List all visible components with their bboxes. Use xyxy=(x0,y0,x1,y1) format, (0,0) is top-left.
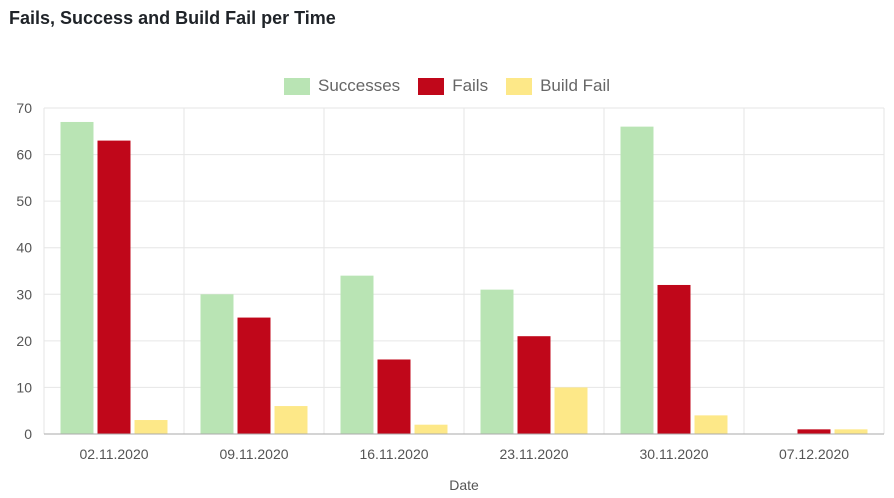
bar-fails xyxy=(657,284,691,434)
legend-item-build-fail[interactable]: Build Fail xyxy=(506,76,610,96)
chart-title: Fails, Success and Build Fail per Time xyxy=(9,8,336,28)
legend-label-fails: Fails xyxy=(452,76,489,95)
legend-swatch-successes xyxy=(283,77,310,95)
chart-legend: Successes Fails Build Fail xyxy=(0,76,894,96)
y-tick-label: 40 xyxy=(16,240,32,256)
bar-build-fail xyxy=(694,415,728,434)
x-axis-title: Date xyxy=(449,477,479,493)
y-tick-label: 0 xyxy=(24,426,32,442)
bar-build-fail xyxy=(414,424,448,434)
y-tick-label: 30 xyxy=(16,286,32,302)
y-tick-label: 70 xyxy=(16,100,32,116)
bar-fails xyxy=(797,429,831,434)
bar-successes xyxy=(200,294,234,434)
bar-build-fail xyxy=(834,429,868,434)
bar-successes xyxy=(60,121,94,434)
legend-swatch-fails xyxy=(418,77,445,95)
y-tick-label: 20 xyxy=(16,333,32,349)
y-tick-label: 10 xyxy=(16,379,32,395)
bars-group xyxy=(60,121,868,434)
legend-item-fails[interactable]: Fails xyxy=(418,76,488,96)
legend-label-successes: Successes xyxy=(317,76,401,95)
bar-build-fail xyxy=(134,420,168,434)
bar-successes xyxy=(340,275,374,434)
legend-item-successes[interactable]: Successes xyxy=(283,76,401,96)
legend-label-build-fail: Build Fail xyxy=(540,76,611,95)
x-tick-label: 30.11.2020 xyxy=(639,446,708,462)
bar-fails xyxy=(377,359,411,434)
x-tick-label: 23.11.2020 xyxy=(499,446,568,462)
tick-labels-group: 0 10 20 30 40 50 60 70 02.11.2020 09.11.2020 16.11… xyxy=(16,100,849,493)
y-tick-label: 60 xyxy=(16,147,32,163)
x-tick-label: 09.11.2020 xyxy=(219,446,288,462)
bar-build-fail xyxy=(274,406,308,434)
bar-fails xyxy=(237,317,271,434)
bar-successes xyxy=(620,126,654,434)
bar-build-fail xyxy=(554,387,588,434)
x-tick-label: 16.11.2020 xyxy=(359,446,428,462)
bar-fails xyxy=(517,336,551,434)
legend-swatch-build-fail xyxy=(506,77,533,95)
y-tick-label: 50 xyxy=(16,193,32,209)
bar-successes xyxy=(480,289,514,434)
bar-fails xyxy=(97,140,131,434)
x-tick-label: 02.11.2020 xyxy=(79,446,148,462)
grid-lines xyxy=(43,107,885,435)
x-tick-label: 07.12.2020 xyxy=(779,446,849,462)
